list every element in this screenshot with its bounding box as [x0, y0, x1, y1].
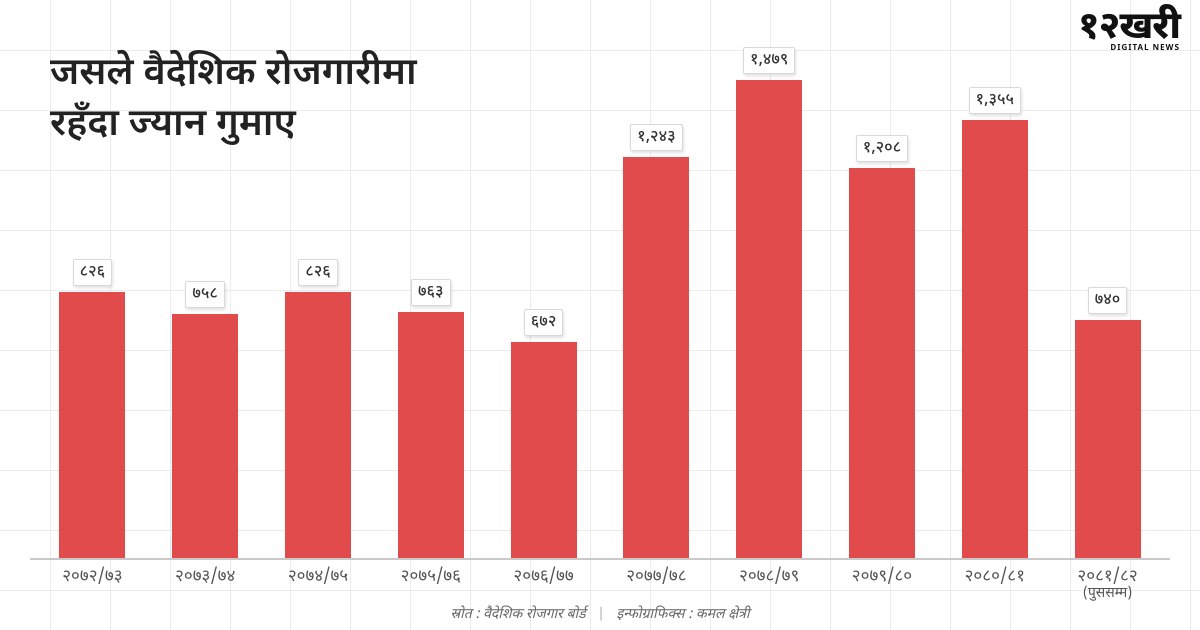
- x-axis-labels: २०७२/७३ २०७३/७४ २०७४/७५ २०७५/७६ २०७६/७७ २०७७/…: [36, 568, 1164, 602]
- x-axis-label: २०८०/८१: [962, 568, 1028, 602]
- bar: [962, 120, 1028, 560]
- infographics-value: कमल क्षेत्री: [696, 605, 750, 624]
- bar-group: १,२०८: [849, 135, 915, 560]
- bar-group: ७४०: [1075, 287, 1141, 560]
- x-axis-label: २०८१/८२(पुससम्म): [1075, 568, 1141, 602]
- x-axis-label: २०७७/७८: [623, 568, 689, 602]
- bar-value-label: १,२०८: [856, 135, 908, 162]
- bar-value-label: ८२६: [298, 259, 338, 286]
- x-axis-baseline: [30, 558, 1170, 560]
- bar: [398, 312, 464, 560]
- bar-group: ७६३: [398, 279, 464, 560]
- bar-value-label: १,३५५: [969, 87, 1021, 114]
- bar-value-label: ६७२: [524, 309, 564, 336]
- x-axis-label: २०७४/७५: [285, 568, 351, 602]
- bar: [285, 292, 351, 560]
- bar-group: ७५८: [172, 281, 238, 560]
- bar-chart: ८२६ ७५८ ८२६ ७६३ ६७२ १,२४३ १,४७९ १,२०८ १,३५५ ७४०: [30, 40, 1170, 560]
- bar-group: १,२४३: [623, 124, 689, 560]
- bar-group: ६७२: [511, 309, 577, 560]
- x-axis-sublabel: (पुससम्म): [1075, 586, 1141, 602]
- x-axis-label: २०७६/७७: [511, 568, 577, 602]
- x-axis-label: २०७८/७९: [736, 568, 802, 602]
- bar-value-label: १,४७९: [743, 47, 795, 74]
- bar: [59, 292, 125, 560]
- bar: [511, 342, 577, 560]
- bar: [172, 314, 238, 560]
- bar: [1075, 320, 1141, 560]
- x-axis-label: २०७३/७४: [172, 568, 238, 602]
- bar-group: ८२६: [59, 259, 125, 560]
- bar-group: १,४७९: [736, 47, 802, 560]
- bar: [736, 80, 802, 560]
- x-axis-label: २०७५/७६: [398, 568, 464, 602]
- bar: [623, 157, 689, 560]
- infographics-label: इन्फोग्राफिक्स :: [616, 605, 692, 624]
- x-axis-label: २०७२/७३: [59, 568, 125, 602]
- credits-separator: |: [597, 605, 605, 624]
- bar-group: १,३५५: [962, 87, 1028, 560]
- bar-group: ८२६: [285, 259, 351, 560]
- bar-value-label: १,२४३: [630, 124, 682, 151]
- source-value: वैदेशिक रोजगार बोर्ड: [483, 605, 585, 624]
- credits: स्रोत : वैदेशिक रोजगार बोर्ड | इन्फोग्रा…: [0, 605, 1200, 624]
- bar-value-label: ८२६: [73, 259, 113, 286]
- bars-container: ८२६ ७५८ ८२६ ७६३ ६७२ १,२४३ १,४७९ १,२०८ १,३५५ ७४०: [36, 40, 1164, 560]
- bar-value-label: ७४०: [1088, 287, 1128, 314]
- source-label: स्रोत :: [450, 605, 479, 624]
- bar-value-label: ७६३: [411, 279, 451, 306]
- bar: [849, 168, 915, 560]
- bar-value-label: ७५८: [185, 281, 225, 308]
- x-axis-label: २०७९/८०: [849, 568, 915, 602]
